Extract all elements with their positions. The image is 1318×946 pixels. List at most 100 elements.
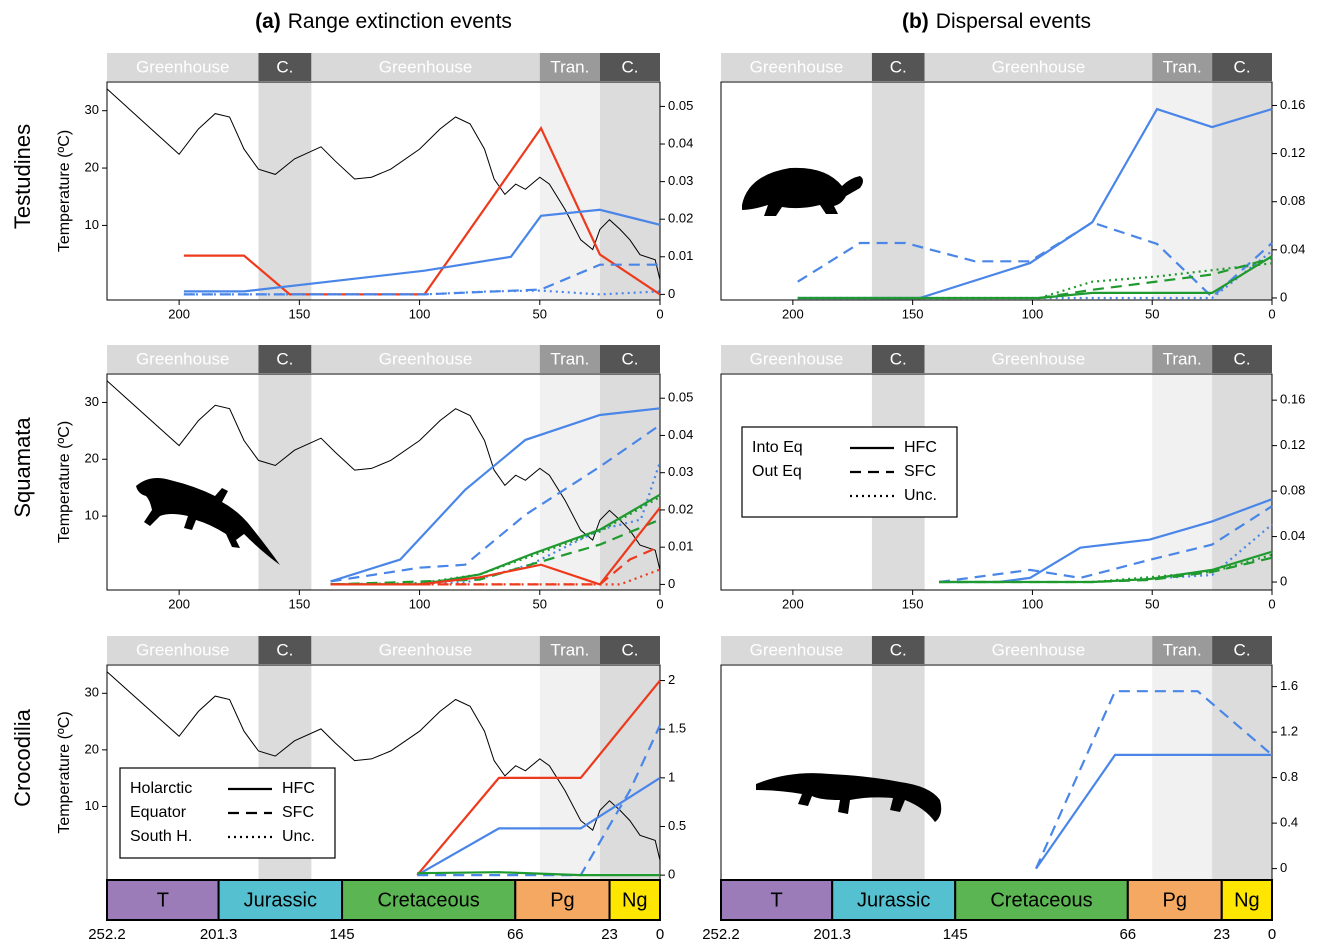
climate-label: Greenhouse xyxy=(379,349,473,368)
climate-label: Greenhouse xyxy=(992,57,1086,76)
climate-label: Tran. xyxy=(550,349,589,368)
legend-group: Equator xyxy=(130,804,187,821)
x-tick-label: 50 xyxy=(533,306,547,321)
climate-label: C. xyxy=(276,640,293,659)
y2-tick-label: 0.01 xyxy=(668,539,693,554)
climate-label: C. xyxy=(276,57,293,76)
y2-tick-label: 0.02 xyxy=(668,211,693,226)
legend-style: HFC xyxy=(282,780,315,797)
x-tick-label: 150 xyxy=(288,596,310,611)
y2-tick-label: 0.04 xyxy=(668,135,693,150)
y-tick-label: 0 xyxy=(1280,289,1287,304)
climate-label: Greenhouse xyxy=(992,640,1086,659)
x-tick-label: 200 xyxy=(168,306,190,321)
x-tick-label: 100 xyxy=(1022,306,1044,321)
y2-tick-label: 0.05 xyxy=(668,98,693,113)
geologic-boundary-label: 0 xyxy=(656,926,664,943)
climate-label: C. xyxy=(1234,349,1251,368)
x-tick-label: 50 xyxy=(1145,306,1159,321)
climate-label: Tran. xyxy=(550,57,589,76)
x-tick-label: 100 xyxy=(409,306,431,321)
y-tick-label: 10 xyxy=(85,798,99,813)
y-tick-label: 0.12 xyxy=(1280,437,1305,452)
y2-tick-label: 0.01 xyxy=(668,248,693,263)
climate-label: C. xyxy=(621,349,638,368)
row-label: Testudines xyxy=(10,124,35,229)
climate-label: Greenhouse xyxy=(992,349,1086,368)
climate-label: Tran. xyxy=(1163,640,1202,659)
legend-style: HFC xyxy=(904,439,937,456)
row-label: Squamata xyxy=(10,417,35,518)
climate-label: Greenhouse xyxy=(750,57,844,76)
climate-label: C. xyxy=(1234,57,1251,76)
y-tick-label: 20 xyxy=(85,159,99,174)
climate-shade xyxy=(1212,665,1272,880)
y2-tick-label: 0.03 xyxy=(668,173,693,188)
geologic-boundary-label: 201.3 xyxy=(813,926,851,943)
y-axis-label: Temperature (ºC) xyxy=(56,711,73,833)
climate-shade xyxy=(258,82,311,300)
climate-label: Greenhouse xyxy=(136,640,230,659)
climate-label: C. xyxy=(276,349,293,368)
climate-shade xyxy=(600,374,660,590)
y-tick-label: 0.04 xyxy=(1280,528,1305,543)
climate-label: C. xyxy=(890,57,907,76)
climate-shade xyxy=(600,665,660,880)
geologic-period-label: Cretaceous xyxy=(378,889,480,911)
y-tick-label: 0.08 xyxy=(1280,193,1305,208)
x-tick-label: 0 xyxy=(1268,306,1275,321)
y-tick-label: 0.4 xyxy=(1280,815,1298,830)
turtle-silhouette xyxy=(742,168,863,216)
y-tick-label: 0.04 xyxy=(1280,241,1305,256)
geologic-period-label: Ng xyxy=(1234,889,1260,911)
y-tick-label: 30 xyxy=(85,685,99,700)
y2-tick-label: 1 xyxy=(668,769,675,784)
x-tick-label: 200 xyxy=(168,596,190,611)
geologic-boundary-label: 145 xyxy=(943,926,968,943)
climate-label: Tran. xyxy=(1163,57,1202,76)
climate-label: Greenhouse xyxy=(136,57,230,76)
geologic-boundary-label: 252.2 xyxy=(88,926,126,943)
x-tick-label: 0 xyxy=(656,306,663,321)
x-tick-label: 150 xyxy=(902,306,924,321)
y-axis-label: Temperature (ºC) xyxy=(56,421,73,543)
geologic-period-label: Jurassic xyxy=(244,889,317,911)
geologic-boundary-label: 145 xyxy=(330,926,355,943)
x-tick-label: 150 xyxy=(288,306,310,321)
y-axis-label: Temperature (ºC) xyxy=(56,130,73,252)
figure: GreenhouseC.GreenhouseTran.C.20015010050… xyxy=(0,0,1318,946)
climate-shade xyxy=(1212,374,1272,590)
y2-tick-label: 0.5 xyxy=(668,818,686,833)
x-tick-label: 150 xyxy=(902,596,924,611)
y2-tick-label: 0.02 xyxy=(668,501,693,516)
climate-label: Greenhouse xyxy=(136,349,230,368)
lizard-silhouette xyxy=(136,478,280,565)
x-tick-label: 0 xyxy=(1268,596,1275,611)
climate-label: Greenhouse xyxy=(379,640,473,659)
y-tick-label: 30 xyxy=(85,394,99,409)
legend-group: Holarctic xyxy=(130,780,192,797)
column-title-text: Dispersal events xyxy=(936,10,1091,33)
geologic-period-label: T xyxy=(157,889,169,911)
x-tick-label: 100 xyxy=(1022,596,1044,611)
y-tick-label: 1.6 xyxy=(1280,678,1298,693)
column-title-text: Range extinction events xyxy=(288,10,512,33)
column-tag: (a) xyxy=(255,10,281,33)
geologic-period-label: Ng xyxy=(622,889,648,911)
climate-shade xyxy=(872,82,925,300)
geologic-boundary-label: 0 xyxy=(1268,926,1276,943)
climate-label: Greenhouse xyxy=(750,640,844,659)
row-label: Crocodilia xyxy=(10,708,35,807)
legend-style: Unc. xyxy=(282,828,315,845)
climate-shade xyxy=(1152,665,1212,880)
column-tag: (b) xyxy=(902,10,929,33)
y-tick-label: 0.16 xyxy=(1280,97,1305,112)
legend-style: SFC xyxy=(904,463,936,480)
y-tick-label: 0 xyxy=(1280,573,1287,588)
geologic-period-label: Pg xyxy=(1163,889,1187,911)
climate-label: Tran. xyxy=(550,640,589,659)
x-tick-label: 50 xyxy=(1145,596,1159,611)
y2-tick-label: 0 xyxy=(668,286,675,301)
x-tick-label: 200 xyxy=(782,596,804,611)
climate-shade xyxy=(258,374,311,590)
